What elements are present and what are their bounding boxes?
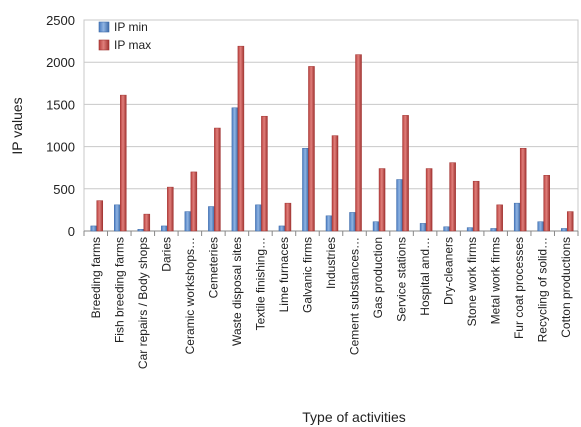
x-tick-label: Cement substances…: [348, 237, 362, 355]
y-tick-label: 2000: [46, 55, 75, 70]
bar-ip-min: [466, 227, 474, 232]
x-tick-labels: Breeding farms Fish breeding farms Car rep…: [89, 237, 573, 369]
bar-ip-min: [231, 107, 239, 232]
bar-ip-max: [519, 148, 527, 232]
legend: IP min IP max: [98, 20, 151, 52]
bar-ip-max: [143, 213, 151, 232]
bar-ip-min: [490, 228, 497, 232]
x-tick-label: Gas production: [371, 237, 385, 318]
bar-ip-min: [396, 179, 403, 232]
bar-ip-min: [419, 223, 427, 232]
y-tick-label: 0: [68, 224, 75, 239]
plot-area: [83, 19, 579, 236]
y-tick-label: 1000: [46, 140, 75, 155]
bar-ip-max: [355, 54, 362, 232]
x-tick-label: Galvanic firms: [300, 237, 314, 313]
bar-ip-min: [114, 204, 121, 232]
bar-ip-max: [496, 204, 503, 232]
x-ticks: [83, 230, 579, 236]
bar-ip-max: [543, 175, 550, 232]
bar-ip-min: [325, 215, 333, 232]
bar-ip-min: [302, 148, 309, 232]
bar-ip-min: [208, 206, 215, 232]
bar-ip-min: [560, 228, 568, 232]
bar-ip-max: [566, 211, 574, 232]
bar-ip-max: [190, 171, 198, 232]
bar-ip-min: [513, 202, 521, 232]
bar-ip-max: [96, 200, 104, 232]
bar-ip-max: [167, 186, 174, 232]
bar-ip-min: [443, 226, 450, 232]
bar-ip-max: [261, 115, 268, 232]
y-tick-label: 2500: [46, 13, 75, 28]
x-tick-label: Lime furnaces: [277, 237, 291, 312]
x-tick-label: Fur coat processes: [512, 237, 526, 339]
x-tick-label: Dry-cleaners: [442, 237, 456, 305]
legend-label-ip-max: IP max: [114, 38, 151, 52]
bar-ip-max: [308, 66, 315, 232]
bar-ip-min: [161, 225, 168, 232]
y-axis-title: IP values: [9, 97, 25, 154]
bar-ip-min: [184, 211, 192, 232]
x-tick-label: Stone work firms: [465, 237, 479, 326]
bar-ip-min: [255, 204, 262, 232]
x-tick-label: Ceramic workshops…: [183, 237, 197, 354]
y-tick-label: 500: [53, 182, 75, 197]
x-tick-label: Cotton productions: [559, 237, 573, 338]
x-tick-label: Breeding farms: [89, 237, 103, 318]
y-tick-labels: 0 500 1000 1500 2000 2500: [46, 13, 75, 239]
bar-ip-min: [537, 221, 544, 232]
bar-ip-min: [372, 221, 380, 232]
bar-ip-max: [237, 45, 245, 232]
legend-swatch-ip-max: [98, 39, 110, 51]
bar-ip-max: [425, 168, 433, 232]
x-tick-label: Industries: [324, 237, 338, 289]
x-tick-label: Textile finishing…: [253, 237, 267, 330]
x-tick-label: Hospital and…: [418, 237, 432, 316]
bar-ip-max: [214, 127, 221, 232]
bar-ip-max: [402, 115, 409, 232]
bar-ip-min: [137, 229, 145, 232]
legend-swatch-ip-min: [98, 21, 110, 33]
x-tick-label: Daries: [159, 237, 173, 272]
bar-ip-max: [120, 94, 127, 232]
bar-ip-min: [90, 225, 98, 232]
bar-ip-max: [449, 162, 456, 232]
y-tick-label: 1500: [46, 97, 75, 112]
plot-frame: [83, 19, 579, 232]
x-tick-label: Fish breeding farms: [112, 237, 126, 343]
x-tick-label: Service stations: [395, 237, 409, 322]
bar-ip-max: [472, 180, 480, 232]
x-tick-label: Recycling of solid…: [536, 237, 550, 342]
x-tick-label: Car repairs / Body shops: [136, 237, 150, 369]
bar-ip-max: [331, 135, 339, 232]
bar-ip-max: [378, 168, 386, 232]
x-tick-label: Waste disposal sites: [230, 237, 244, 346]
x-tick-label: Cemeteries: [206, 237, 220, 298]
x-tick-label: Metal work firms: [489, 237, 503, 324]
bar-ip-max: [284, 202, 292, 232]
x-axis-title: Type of activities: [302, 409, 406, 425]
bars: [90, 45, 574, 232]
legend-label-ip-min: IP min: [114, 20, 148, 34]
gridlines: [84, 19, 578, 190]
bar-ip-min: [349, 212, 356, 232]
bar-ip-min: [278, 225, 286, 232]
